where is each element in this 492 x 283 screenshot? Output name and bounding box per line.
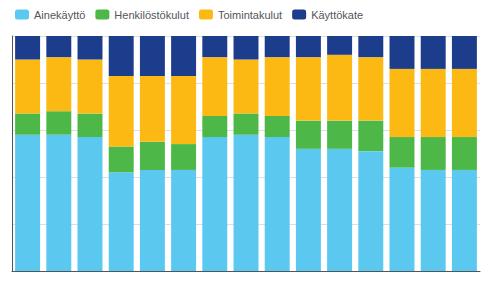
svg-text:Käyttökate: Käyttökate <box>311 9 363 21</box>
svg-text:Toimintakulut: Toimintakulut <box>218 9 282 21</box>
svg-text:Ainekäyttö: Ainekäyttö <box>34 9 85 21</box>
svg-text:Henkilöstökulut: Henkilöstökulut <box>114 9 189 21</box>
